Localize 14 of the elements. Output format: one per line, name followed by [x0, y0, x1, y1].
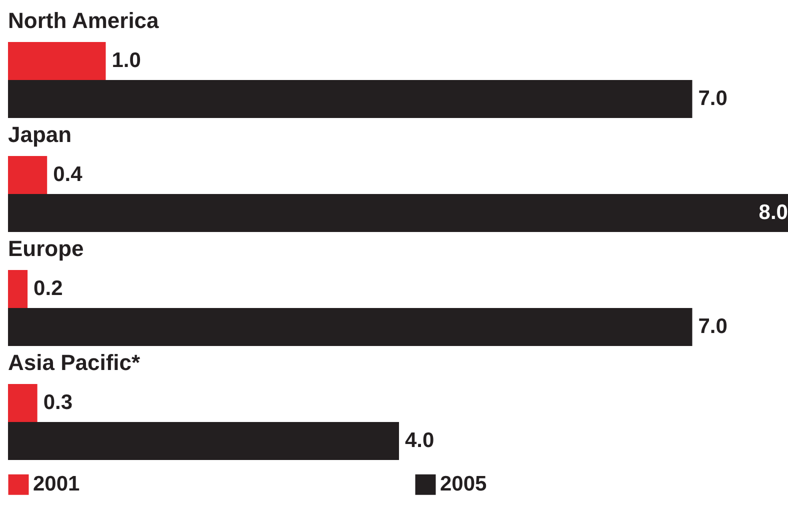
data-label: 0.4 — [53, 163, 83, 186]
data-label: 0.2 — [34, 277, 63, 300]
y-tick-label: North America — [8, 8, 160, 33]
data-label: 8.0 — [758, 201, 788, 224]
data-label: 1.0 — [112, 49, 141, 72]
data-label: 7.0 — [698, 87, 728, 110]
data-label: 0.3 — [43, 391, 73, 414]
legend-label: 2005 — [440, 472, 488, 496]
y-tick-label: Europe — [8, 236, 84, 261]
data-label: 4.0 — [405, 429, 434, 452]
y-tick-label: Japan — [8, 122, 72, 147]
data-label: 7.0 — [698, 315, 728, 338]
legend-label: 2001 — [33, 472, 80, 496]
y-tick-label: Asia Pacific* — [8, 350, 141, 375]
